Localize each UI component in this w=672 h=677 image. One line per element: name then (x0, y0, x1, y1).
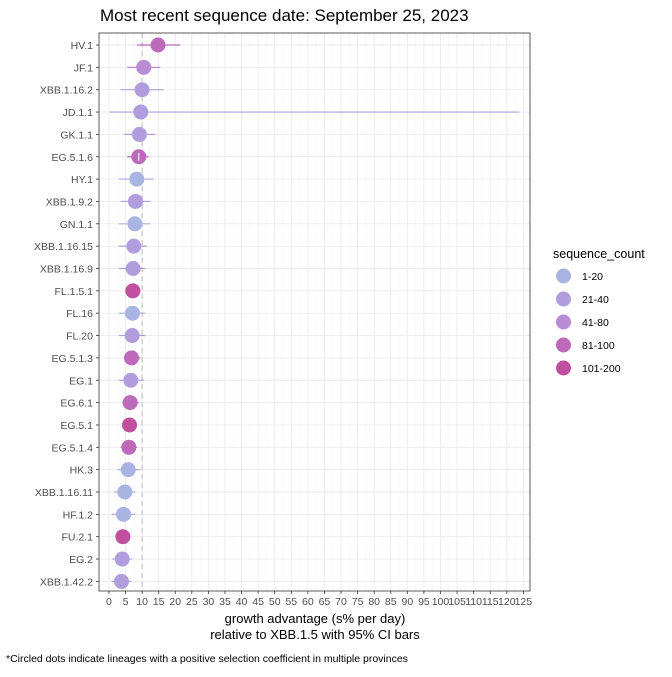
point-HV.1 (150, 37, 166, 53)
y-tick-label: HY.1 (71, 174, 93, 186)
y-tick-label: JF.1 (74, 62, 93, 74)
point-FU.2.1 (115, 529, 131, 545)
y-tick-label: GN.1.1 (60, 219, 93, 231)
y-tick-label: XBB.1.16.2 (40, 85, 93, 97)
point-JD.1.1 (133, 104, 149, 120)
point-XBB.1.16.11 (117, 484, 133, 500)
x-tick-label: 10 (136, 596, 148, 608)
y-tick-label: EG.2 (69, 554, 93, 566)
x-tick-label: 15 (153, 596, 165, 608)
y-tick-label: EG.6.1 (60, 398, 93, 410)
y-tick-label: FL.1.5.1 (54, 286, 93, 298)
x-tick-label: 105 (448, 596, 466, 608)
x-tick-label: 20 (169, 596, 181, 608)
legend-label: 1-20 (582, 271, 603, 283)
y-tick-label: HF.1.2 (63, 509, 94, 521)
x-tick-label: 90 (401, 596, 413, 608)
y-tick-label: HK.3 (70, 465, 94, 477)
point-EG.5.1.4 (121, 439, 137, 455)
point-XBB.1.16.2 (134, 82, 150, 98)
legend-key-101-200 (556, 360, 571, 376)
y-tick-label: JD.1.1 (63, 107, 94, 119)
point-EG.1 (123, 372, 139, 388)
point-XBB.1.42.2 (114, 573, 130, 589)
y-tick-label: FU.2.1 (61, 532, 93, 544)
y-tick-label: XBB.1.16.11 (35, 487, 93, 499)
x-tick-label: 110 (465, 596, 482, 608)
y-tick-label: FL.20 (66, 331, 93, 343)
x-tick-label: 115 (482, 596, 499, 608)
plot-background (99, 33, 530, 591)
legend-label: 101-200 (582, 363, 621, 375)
y-tick-label: EG.5.1.6 (52, 152, 94, 164)
y-tick-label: XBB.1.9.2 (46, 196, 93, 208)
y-tick-label: XBB.1.16.9 (40, 264, 93, 276)
x-tick-label: 25 (186, 596, 198, 608)
x-tick-label: 120 (498, 596, 516, 608)
x-tick-label: 50 (269, 596, 281, 608)
x-axis-label-line2: relative to XBB.1.5 with 95% CI bars (210, 627, 420, 642)
point-FL.1.5.1 (125, 283, 141, 299)
point-HK.3 (120, 462, 136, 478)
x-tick-label: 60 (302, 596, 314, 608)
chart-title: Most recent sequence date: September 25,… (100, 6, 469, 25)
point-EG.6.1 (122, 395, 138, 411)
y-tick-label: XBB.1.42.2 (40, 576, 93, 588)
point-XBB.1.16.15 (126, 238, 142, 254)
x-tick-label: 100 (432, 596, 450, 608)
x-tick-label: 0 (106, 596, 112, 608)
x-tick-label: 125 (515, 596, 533, 608)
legend-label: 21-40 (582, 294, 609, 306)
point-HY.1 (129, 171, 145, 187)
legend-key-1-20 (556, 268, 571, 284)
x-tick-label: 85 (385, 596, 397, 608)
x-tick-label: 5 (123, 596, 129, 608)
x-tick-label: 30 (203, 596, 215, 608)
legend-title: sequence_count (553, 247, 645, 261)
footnote: *Circled dots indicate lineages with a p… (6, 653, 408, 665)
x-tick-label: 40 (236, 596, 248, 608)
y-tick-label: EG.1 (69, 375, 93, 387)
x-tick-label: 70 (335, 596, 347, 608)
point-HF.1.2 (116, 506, 132, 522)
point-EG.2 (114, 551, 130, 567)
x-tick-label: 45 (252, 596, 264, 608)
point-XBB.1.9.2 (127, 193, 143, 209)
point-EG.5.1.3 (123, 350, 139, 366)
legend-label: 81-100 (582, 340, 615, 352)
point-GN.1.1 (127, 216, 143, 232)
x-tick-label: 55 (285, 596, 297, 608)
y-tick-label: EG.5.1.3 (52, 353, 94, 365)
point-GK.1.1 (131, 126, 147, 142)
y-tick-label: FL.16 (66, 308, 93, 320)
point-JF.1 (136, 59, 152, 75)
plot-panel-border (98, 32, 531, 592)
point-XBB.1.16.9 (125, 261, 141, 276)
point-FL.20 (124, 328, 140, 344)
legend-key-21-40 (556, 291, 571, 307)
x-tick-label: 95 (418, 596, 430, 608)
y-tick-label: EG.5.1 (60, 420, 93, 432)
x-axis-label-line1: growth advantage (s% per day) (225, 611, 406, 626)
legend-label: 41-80 (582, 317, 609, 329)
legend-key-81-100 (556, 337, 571, 353)
x-tick-label: 75 (352, 596, 364, 608)
y-tick-label: HV.1 (71, 40, 94, 52)
legend-key-41-80 (556, 314, 571, 330)
y-tick-label: GK.1.1 (60, 129, 93, 141)
y-tick-label: XBB.1.16.15 (34, 241, 93, 253)
x-tick-label: 80 (368, 596, 380, 608)
point-FL.16 (124, 305, 140, 321)
x-tick-label: 35 (219, 596, 231, 608)
point-EG.5.1 (122, 417, 138, 433)
x-tick-label: 65 (319, 596, 331, 608)
y-tick-label: EG.5.1.4 (52, 442, 94, 454)
